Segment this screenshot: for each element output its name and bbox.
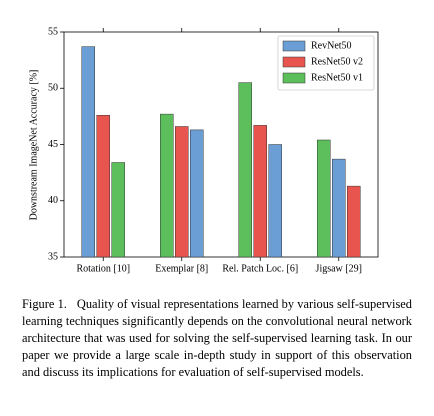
y-tick-label: 35 [48, 251, 58, 262]
chart: Downstream ImageNet Accuracy [%] 35 40 45 5… [28, 26, 379, 274]
legend-swatch [282, 40, 306, 52]
caption: Figure 1. Quality of visual representatio… [22, 296, 412, 381]
bar [81, 46, 95, 258]
legend-swatch [282, 56, 306, 68]
legend-swatch [282, 72, 306, 84]
bar [253, 125, 267, 258]
legend-label: RevNet50 [311, 40, 352, 51]
y-tick-label: 40 [48, 195, 58, 206]
bar [96, 115, 110, 258]
legend-label: ResNet50 v2 [311, 56, 363, 67]
bar [268, 144, 282, 258]
bar [190, 129, 204, 258]
caption-text: Quality of visual representations learne… [22, 297, 412, 379]
bar [347, 185, 361, 258]
y-tick-label: 50 [48, 83, 58, 94]
bar [332, 158, 346, 258]
x-tick-label: Exemplar [8] [155, 263, 208, 274]
y-tick-label: 45 [48, 139, 58, 150]
bar [111, 162, 125, 258]
y-tick-label: 55 [48, 26, 58, 37]
bar [238, 82, 252, 258]
x-tick-label: Rel. Patch Loc. [6] [222, 263, 298, 274]
x-tick-label: Rotation [10] [76, 263, 130, 274]
caption-label: Figure 1. [22, 297, 67, 311]
bar [160, 113, 174, 258]
bar [317, 139, 331, 258]
legend-label: ResNet50 v1 [311, 72, 363, 83]
x-tick-label: Jigsaw [29] [316, 263, 362, 274]
y-axis-label: Downstream ImageNet Accuracy [%] [28, 70, 39, 221]
bar [175, 126, 189, 258]
